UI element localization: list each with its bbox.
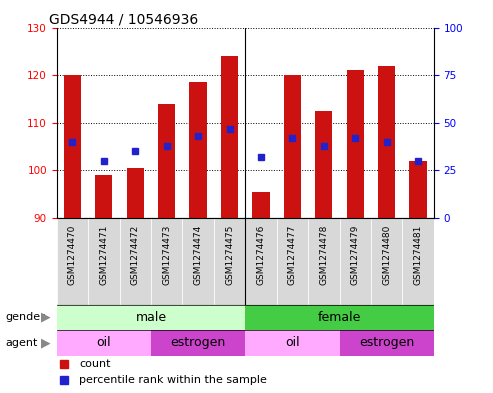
FancyBboxPatch shape — [119, 218, 151, 305]
Text: GSM1274472: GSM1274472 — [131, 225, 140, 285]
Text: gender: gender — [5, 312, 45, 322]
Text: GSM1274471: GSM1274471 — [99, 225, 108, 285]
Bar — [252, 192, 270, 218]
Text: GSM1274478: GSM1274478 — [319, 225, 328, 285]
Bar — [127, 168, 144, 218]
FancyBboxPatch shape — [57, 330, 151, 356]
FancyBboxPatch shape — [151, 330, 245, 356]
Text: GSM1274476: GSM1274476 — [256, 225, 266, 285]
Bar — [410, 161, 427, 218]
Bar — [378, 66, 395, 218]
FancyBboxPatch shape — [151, 218, 182, 305]
FancyBboxPatch shape — [402, 218, 434, 305]
Text: estrogen: estrogen — [171, 336, 226, 349]
Text: count: count — [79, 360, 111, 369]
Text: GSM1274475: GSM1274475 — [225, 225, 234, 285]
FancyBboxPatch shape — [214, 218, 245, 305]
Text: GSM1274474: GSM1274474 — [194, 225, 203, 285]
Text: estrogen: estrogen — [359, 336, 414, 349]
Text: oil: oil — [97, 336, 111, 349]
Text: GSM1274480: GSM1274480 — [382, 225, 391, 285]
Bar — [315, 111, 332, 218]
Bar — [158, 104, 176, 218]
Text: ▶: ▶ — [40, 311, 50, 324]
Text: percentile rank within the sample: percentile rank within the sample — [79, 375, 267, 385]
FancyBboxPatch shape — [245, 305, 434, 330]
FancyBboxPatch shape — [340, 218, 371, 305]
Text: GDS4944 / 10546936: GDS4944 / 10546936 — [49, 12, 198, 26]
FancyBboxPatch shape — [57, 305, 245, 330]
FancyBboxPatch shape — [340, 330, 434, 356]
Text: oil: oil — [285, 336, 300, 349]
FancyBboxPatch shape — [57, 218, 88, 305]
Text: GSM1274481: GSM1274481 — [414, 225, 423, 285]
Bar — [64, 75, 81, 218]
Bar — [347, 70, 364, 218]
Text: GSM1274477: GSM1274477 — [288, 225, 297, 285]
FancyBboxPatch shape — [308, 218, 340, 305]
Text: ▶: ▶ — [40, 336, 50, 349]
FancyBboxPatch shape — [371, 218, 402, 305]
Text: GSM1274473: GSM1274473 — [162, 225, 171, 285]
Bar — [189, 82, 207, 218]
FancyBboxPatch shape — [88, 218, 119, 305]
Text: GSM1274470: GSM1274470 — [68, 225, 77, 285]
FancyBboxPatch shape — [245, 218, 277, 305]
Bar — [221, 56, 238, 218]
FancyBboxPatch shape — [182, 218, 214, 305]
Bar — [95, 175, 112, 218]
Bar — [284, 75, 301, 218]
Text: GSM1274479: GSM1274479 — [351, 225, 360, 285]
Text: agent: agent — [5, 338, 37, 348]
FancyBboxPatch shape — [277, 218, 308, 305]
Text: male: male — [136, 311, 167, 324]
Text: female: female — [318, 311, 361, 324]
FancyBboxPatch shape — [245, 330, 340, 356]
